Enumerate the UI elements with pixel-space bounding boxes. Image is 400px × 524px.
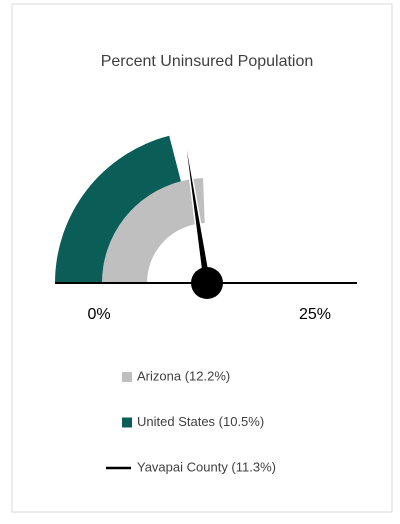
gauge-band bbox=[102, 178, 205, 283]
legend-label: Arizona (12.2%) bbox=[137, 368, 230, 383]
legend-swatch bbox=[122, 372, 132, 382]
legend-label: United States (10.5%) bbox=[137, 414, 264, 429]
chart-title: Percent Uninsured Population bbox=[101, 53, 314, 70]
legend-swatch bbox=[122, 417, 132, 428]
needle-hub bbox=[191, 267, 223, 299]
x-tick-label: 25% bbox=[299, 306, 331, 323]
legend-label: Yavapai County (11.3%) bbox=[137, 459, 276, 474]
x-tick-label: 0% bbox=[87, 306, 110, 323]
gauge-band bbox=[55, 135, 181, 283]
